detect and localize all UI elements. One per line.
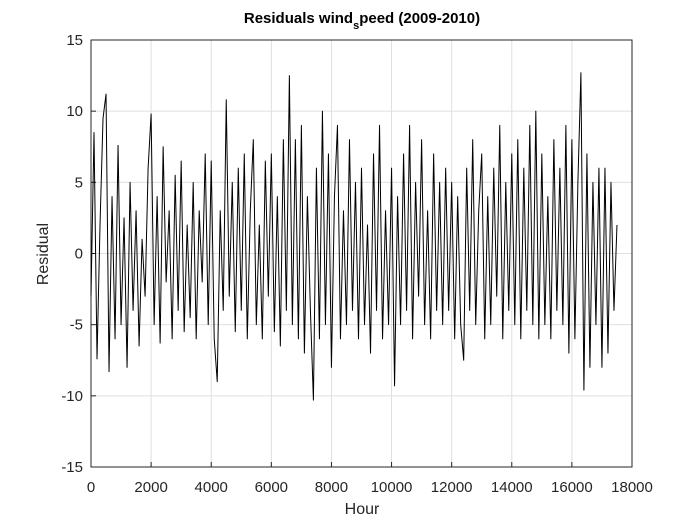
x-tick-label: 2000 <box>134 479 167 496</box>
y-tick-label: 5 <box>75 174 83 191</box>
y-tick-label: 15 <box>66 32 83 49</box>
y-tick-label: -5 <box>70 317 83 334</box>
x-tick-label: 12000 <box>431 479 473 496</box>
x-tick-label: 6000 <box>255 479 288 496</box>
x-tick-label: 8000 <box>315 479 348 496</box>
y-tick-label: -10 <box>61 388 83 405</box>
plot-frame <box>90 39 633 468</box>
y-tick-label: 0 <box>75 246 83 263</box>
y-tick-label: 10 <box>66 103 83 120</box>
y-tick-label: -15 <box>61 459 83 476</box>
chart-title: Residuals windspeed (2009-2010) <box>244 10 480 32</box>
x-tick-label: 0 <box>87 479 95 496</box>
x-tick-label: 10000 <box>371 479 413 496</box>
x-axis-label: Hour <box>345 501 380 518</box>
title-part: Residuals wind <box>244 10 353 27</box>
x-tick-label: 14000 <box>491 479 533 496</box>
residual-line <box>90 72 618 401</box>
title-subscript: s <box>353 20 359 32</box>
title-part: peed (2009-2010) <box>359 10 480 27</box>
x-tick-label: 4000 <box>195 479 228 496</box>
y-axis-label: Residual <box>35 223 52 285</box>
x-tick-label: 16000 <box>551 479 593 496</box>
x-tick-label: 18000 <box>611 479 653 496</box>
